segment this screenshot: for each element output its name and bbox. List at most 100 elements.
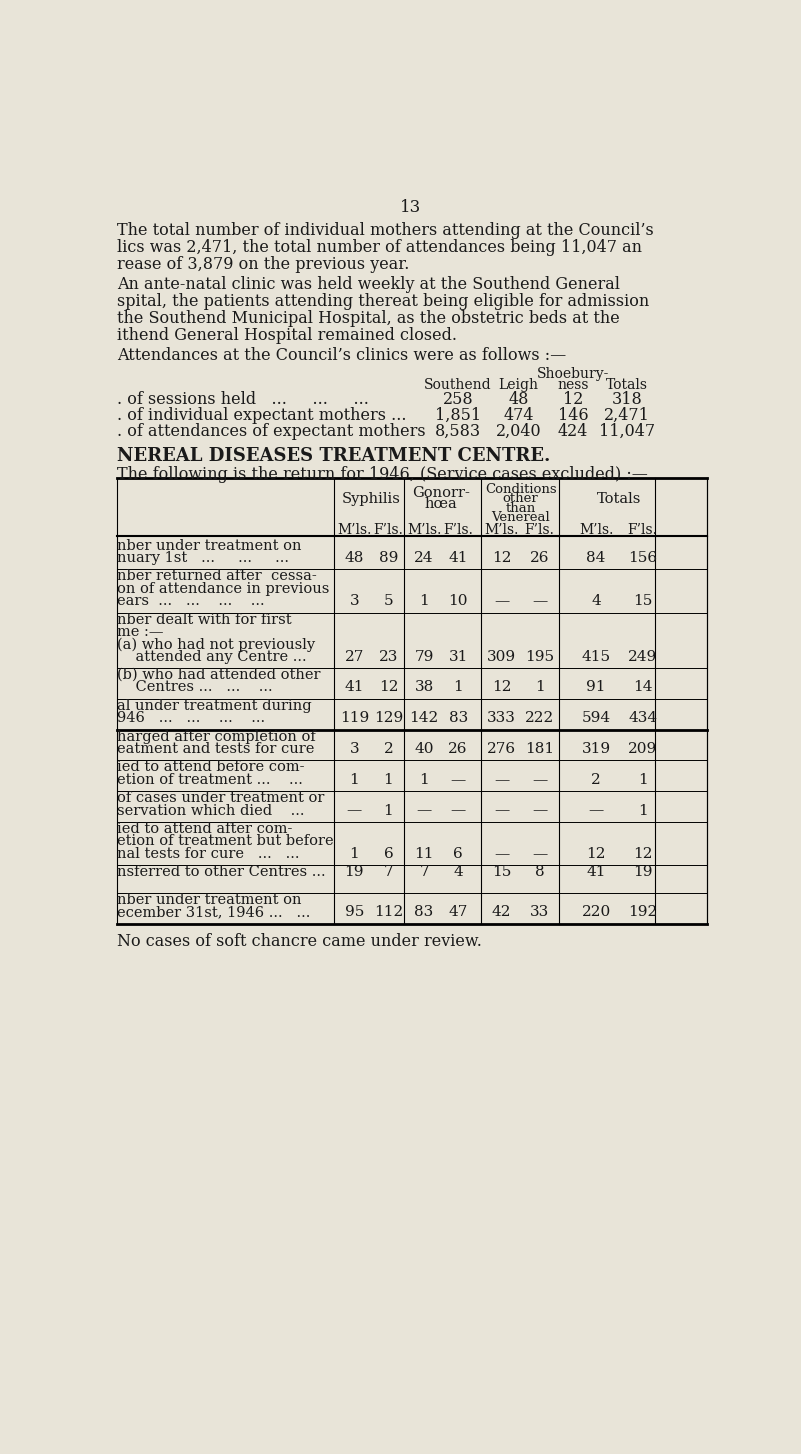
Text: 83: 83 bbox=[414, 906, 433, 919]
Text: —: — bbox=[494, 772, 509, 787]
Text: The following is the return for 1946, (Service cases excluded) :—: The following is the return for 1946, (S… bbox=[117, 465, 648, 483]
Text: ecember 31st, 1946 ...   ...: ecember 31st, 1946 ... ... bbox=[117, 906, 311, 919]
Text: 41: 41 bbox=[449, 551, 468, 566]
Text: me :—: me :— bbox=[117, 625, 163, 638]
Text: other: other bbox=[503, 493, 538, 506]
Text: ithend General Hospital remained closed.: ithend General Hospital remained closed. bbox=[117, 327, 457, 345]
Text: Centres ...   ...    ...: Centres ... ... ... bbox=[117, 680, 273, 695]
Text: etion of treatment but before: etion of treatment but before bbox=[117, 835, 334, 848]
Text: 220: 220 bbox=[582, 906, 610, 919]
Text: 12: 12 bbox=[492, 680, 511, 695]
Text: 11: 11 bbox=[414, 846, 434, 861]
Text: 7: 7 bbox=[419, 865, 429, 880]
Text: nber under treatment on: nber under treatment on bbox=[117, 893, 302, 907]
Text: 48: 48 bbox=[344, 551, 364, 566]
Text: 946   ...   ...    ...    ...: 946 ... ... ... ... bbox=[117, 711, 265, 726]
Text: 222: 222 bbox=[525, 711, 554, 726]
Text: 119: 119 bbox=[340, 711, 369, 726]
Text: NEREAL DISEASES TREATMENT CENTRE.: NEREAL DISEASES TREATMENT CENTRE. bbox=[117, 446, 550, 465]
Text: —: — bbox=[532, 804, 547, 817]
Text: 12: 12 bbox=[379, 680, 398, 695]
Text: 79: 79 bbox=[414, 650, 434, 663]
Text: . of sessions held   ...     ...     ...: . of sessions held ... ... ... bbox=[117, 391, 369, 409]
Text: F’ls.: F’ls. bbox=[373, 523, 404, 538]
Text: nuary 1st   ...     ...     ...: nuary 1st ... ... ... bbox=[117, 551, 289, 566]
Text: Leigh: Leigh bbox=[499, 378, 538, 391]
Text: 13: 13 bbox=[400, 199, 421, 217]
Text: 83: 83 bbox=[449, 711, 468, 726]
Text: 47: 47 bbox=[449, 906, 468, 919]
Text: 146: 146 bbox=[557, 407, 588, 425]
Text: An ante-natal clinic was held weekly at the Southend General: An ante-natal clinic was held weekly at … bbox=[117, 276, 620, 294]
Text: 1: 1 bbox=[384, 772, 393, 787]
Text: 33: 33 bbox=[530, 906, 549, 919]
Text: 1,851: 1,851 bbox=[435, 407, 481, 425]
Text: 129: 129 bbox=[374, 711, 403, 726]
Text: 156: 156 bbox=[628, 551, 657, 566]
Text: 12: 12 bbox=[586, 846, 606, 861]
Text: 1: 1 bbox=[638, 804, 647, 817]
Text: 333: 333 bbox=[487, 711, 516, 726]
Text: 8,583: 8,583 bbox=[435, 423, 481, 441]
Text: 276: 276 bbox=[487, 742, 516, 756]
Text: 209: 209 bbox=[628, 742, 658, 756]
Text: 41: 41 bbox=[344, 680, 364, 695]
Text: 319: 319 bbox=[582, 742, 610, 756]
Text: 142: 142 bbox=[409, 711, 439, 726]
Text: 1: 1 bbox=[419, 595, 429, 608]
Text: 112: 112 bbox=[374, 906, 403, 919]
Text: spital, the patients attending thereat being eligible for admission: spital, the patients attending thereat b… bbox=[117, 294, 650, 310]
Text: of cases under treatment or: of cases under treatment or bbox=[117, 791, 324, 806]
Text: harged after completion of: harged after completion of bbox=[117, 730, 316, 743]
Text: 95: 95 bbox=[344, 906, 364, 919]
Text: —: — bbox=[494, 804, 509, 817]
Text: 1: 1 bbox=[419, 772, 429, 787]
Text: 2,040: 2,040 bbox=[496, 423, 541, 441]
Text: than: than bbox=[505, 502, 536, 515]
Text: 2: 2 bbox=[384, 742, 393, 756]
Text: —: — bbox=[532, 772, 547, 787]
Text: 181: 181 bbox=[525, 742, 554, 756]
Text: nber dealt with for first: nber dealt with for first bbox=[117, 612, 292, 627]
Text: 38: 38 bbox=[414, 680, 433, 695]
Text: M’ls.: M’ls. bbox=[579, 523, 614, 538]
Text: 309: 309 bbox=[487, 650, 516, 663]
Text: Attendances at the Council’s clinics were as follows :—: Attendances at the Council’s clinics wer… bbox=[117, 348, 566, 364]
Text: (b) who had attended other: (b) who had attended other bbox=[117, 667, 320, 682]
Text: —: — bbox=[532, 595, 547, 608]
Text: attended any Centre ...: attended any Centre ... bbox=[117, 650, 307, 663]
Text: —: — bbox=[450, 772, 466, 787]
Text: 474: 474 bbox=[503, 407, 534, 425]
Text: nal tests for cure   ...   ...: nal tests for cure ... ... bbox=[117, 846, 300, 861]
Text: 415: 415 bbox=[582, 650, 610, 663]
Text: F’ls.: F’ls. bbox=[443, 523, 473, 538]
Text: Syphilis: Syphilis bbox=[342, 493, 400, 506]
Text: 23: 23 bbox=[379, 650, 398, 663]
Text: 249: 249 bbox=[628, 650, 658, 663]
Text: 1: 1 bbox=[349, 846, 359, 861]
Text: on of attendance in previous: on of attendance in previous bbox=[117, 582, 329, 596]
Text: Totals: Totals bbox=[598, 493, 642, 506]
Text: 434: 434 bbox=[628, 711, 657, 726]
Text: 1: 1 bbox=[535, 680, 545, 695]
Text: 40: 40 bbox=[414, 742, 434, 756]
Text: hœa: hœa bbox=[425, 497, 457, 512]
Text: —: — bbox=[494, 595, 509, 608]
Text: 19: 19 bbox=[344, 865, 364, 880]
Text: 31: 31 bbox=[449, 650, 468, 663]
Text: 10: 10 bbox=[449, 595, 468, 608]
Text: M’ls.: M’ls. bbox=[337, 523, 372, 538]
Text: —: — bbox=[417, 804, 432, 817]
Text: 84: 84 bbox=[586, 551, 606, 566]
Text: 4: 4 bbox=[591, 595, 601, 608]
Text: —: — bbox=[589, 804, 604, 817]
Text: The total number of individual mothers attending at the Council’s: The total number of individual mothers a… bbox=[117, 222, 654, 240]
Text: 8: 8 bbox=[535, 865, 545, 880]
Text: 12: 12 bbox=[633, 846, 652, 861]
Text: 5: 5 bbox=[384, 595, 393, 608]
Text: No cases of soft chancre came under review.: No cases of soft chancre came under revi… bbox=[117, 933, 482, 949]
Text: ied to attend before com-: ied to attend before com- bbox=[117, 760, 304, 775]
Text: Southend: Southend bbox=[425, 378, 492, 391]
Text: 27: 27 bbox=[344, 650, 364, 663]
Text: 195: 195 bbox=[525, 650, 554, 663]
